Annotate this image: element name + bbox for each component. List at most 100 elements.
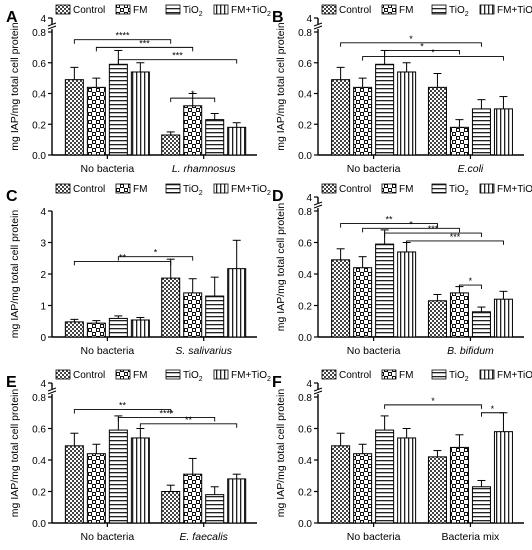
legend-swatch xyxy=(213,183,229,194)
significance-bracket xyxy=(340,42,482,47)
y-tick-label: 0.2 xyxy=(298,120,312,131)
legend: Control FM TiO2 FM+TiO2 xyxy=(321,369,532,383)
bar-fm-tio2 xyxy=(397,437,417,524)
significance-stars: ** xyxy=(119,252,127,262)
bar-control xyxy=(331,259,351,338)
legend-swatch xyxy=(115,183,131,194)
panel-c: C 0 1 2 3 4 No bacteria S. salivarius mg IAP/mg … xyxy=(6,183,271,357)
legend-label: FM xyxy=(133,5,147,16)
bar-fm xyxy=(449,126,469,156)
bar-fm xyxy=(183,292,203,338)
significance-stars: * xyxy=(154,248,158,258)
panel-b: B 4 0.0 0.2 0.4 0.6 0.8 No bacteria E.coli mg IAP… xyxy=(272,4,532,175)
y-tick-label: 4 xyxy=(306,14,312,25)
legend-swatch xyxy=(321,4,337,15)
legend-label: Control xyxy=(73,370,105,381)
y-tick-label: 0.8 xyxy=(298,207,312,218)
bar-control xyxy=(64,321,84,338)
y-axis-title: mg IAP/mg total cell protein xyxy=(9,210,21,339)
x-tick-label: No bacteria xyxy=(347,345,401,357)
bar-fm-tio2 xyxy=(130,319,150,338)
bar-fm xyxy=(86,453,106,524)
bar-fm xyxy=(183,473,203,524)
y-tick-label: 0.6 xyxy=(32,59,46,70)
x-tick-label: No bacteria xyxy=(80,345,134,357)
legend: Control FM TiO2 FM+TiO2 xyxy=(321,183,532,197)
y-tick-label: 0.8 xyxy=(298,393,312,404)
bar-fm-tio2 xyxy=(397,251,417,338)
significance-bracket xyxy=(384,50,460,55)
legend-label: TiO2 xyxy=(449,184,469,197)
bar-fm xyxy=(449,292,469,338)
legend-label: FM+TiO2 xyxy=(231,5,271,18)
axis-break-mark xyxy=(47,22,57,27)
legend-swatch xyxy=(381,4,397,15)
legend: Control FM TiO2 FM+TiO2 xyxy=(321,4,532,18)
legend-swatch xyxy=(165,4,181,15)
bar-control xyxy=(331,79,351,156)
y-tick-label: 1 xyxy=(40,302,46,313)
y-tick-label: 4 xyxy=(40,14,46,25)
y-axis-title: mg IAP/mg total cell protein xyxy=(275,203,287,332)
bar-control xyxy=(331,445,351,524)
legend-swatch xyxy=(381,183,397,194)
bar-tio2 xyxy=(375,243,395,338)
y-tick-label: 0.4 xyxy=(32,90,46,101)
bar-control xyxy=(161,277,181,338)
x-tick-label: B. bifidum xyxy=(447,345,494,357)
legend-swatch xyxy=(431,183,447,194)
y-tick-label: 0.6 xyxy=(298,425,312,436)
legend: Control FM TiO2 FM+TiO2 xyxy=(55,369,271,383)
axis-break-mark xyxy=(313,25,323,30)
legend-swatch xyxy=(431,4,447,15)
y-tick-label: 4 xyxy=(306,193,312,204)
y-axis-title: mg IAP/mg total cell protein xyxy=(275,22,287,151)
legend-label: Control xyxy=(73,5,105,16)
axis-break-mark xyxy=(313,390,323,395)
significance-bracket xyxy=(340,223,438,228)
y-tick-label: 3 xyxy=(40,239,46,250)
axis-break-mark xyxy=(47,387,57,392)
bar-control xyxy=(64,79,84,156)
axis-break-mark xyxy=(47,25,57,30)
bar-fm xyxy=(353,86,373,156)
significance-stars: *** xyxy=(428,224,439,234)
significance-stars: * xyxy=(409,219,413,229)
x-tick-label: S. salivarius xyxy=(175,345,232,357)
legend-label: FM+TiO2 xyxy=(231,370,271,383)
panel-f: F 4 0.0 0.2 0.4 0.6 0.8 No bacteria Bacteria mix… xyxy=(272,369,532,543)
x-tick-label: Bacteria mix xyxy=(442,531,501,543)
panel-d: D 4 0.0 0.2 0.4 0.6 0.8 No bacteria B. bifidum mg… xyxy=(272,183,532,357)
legend-label: FM+TiO2 xyxy=(231,184,271,197)
legend-swatch xyxy=(115,369,131,380)
legend-label: TiO2 xyxy=(183,5,203,18)
bar-fm xyxy=(353,453,373,524)
y-tick-label: 0.0 xyxy=(298,151,312,162)
bar-fm xyxy=(449,446,469,524)
bar-fm-tio2 xyxy=(493,108,513,156)
legend: Control FM TiO2 FM+TiO2 xyxy=(55,183,271,197)
legend-swatch xyxy=(213,369,229,380)
y-tick-label: 0.2 xyxy=(32,120,46,131)
bar-control xyxy=(427,86,447,156)
legend-label: FM xyxy=(399,370,413,381)
legend-label: TiO2 xyxy=(449,370,469,383)
bar-tio2 xyxy=(471,108,491,156)
bar-fm-tio2 xyxy=(493,431,513,524)
bar-tio2 xyxy=(375,63,395,156)
significance-bracket xyxy=(384,404,482,409)
legend-swatch xyxy=(479,369,495,380)
y-tick-label: 0.0 xyxy=(32,151,46,162)
legend-swatch xyxy=(55,369,71,380)
legend-label: FM xyxy=(133,370,147,381)
axis-break-mark xyxy=(47,390,57,395)
legend-label: TiO2 xyxy=(449,5,469,18)
bar-tio2 xyxy=(108,63,128,156)
axis-break-mark xyxy=(313,22,323,27)
significance-stars: ** xyxy=(185,415,193,425)
x-tick-label: No bacteria xyxy=(347,163,401,175)
y-tick-label: 0.6 xyxy=(298,239,312,250)
panel-e: E 4 0.0 0.2 0.4 0.6 0.8 No bacteria E. faecalis m… xyxy=(6,369,271,543)
significance-bracket xyxy=(73,409,172,414)
legend-swatch xyxy=(165,369,181,380)
